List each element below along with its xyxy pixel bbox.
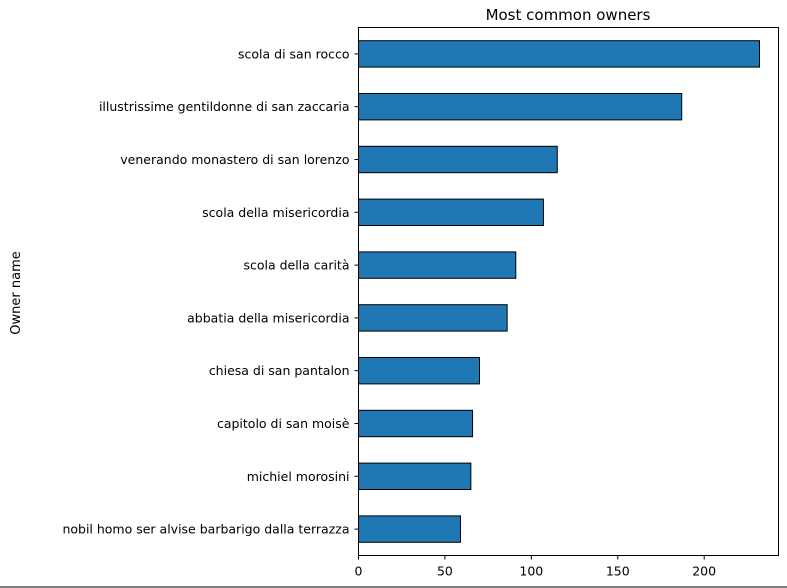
y-tick-label: venerando monastero di san lorenzo <box>120 152 349 167</box>
plot-frame <box>358 27 779 556</box>
x-tick-label: 100 <box>519 564 543 579</box>
y-tick-label: chiesa di san pantalon <box>209 363 350 378</box>
y-tick-label: illustrissime gentildonne di san zaccari… <box>99 99 350 114</box>
chart-title: Most common owners <box>486 6 651 24</box>
y-tick-label: capitolo di san moisè <box>217 416 350 431</box>
y-axis-label: Owner name <box>9 251 24 334</box>
bar <box>358 409 474 438</box>
bar <box>358 357 480 385</box>
x-tick-label: 200 <box>692 564 716 579</box>
bar <box>358 515 461 543</box>
bar <box>358 304 508 332</box>
x-tick-label: 0 <box>355 564 363 579</box>
y-tick-group: scola di san rocco illustrissime gentildo… <box>62 46 359 537</box>
x-tick-label: 150 <box>606 564 630 579</box>
y-tick-label: scola della misericordia <box>202 205 349 220</box>
y-tick-label: scola della carità <box>243 258 349 273</box>
bar <box>358 40 760 68</box>
bar <box>358 198 544 227</box>
bar <box>358 251 517 279</box>
bar <box>358 462 472 491</box>
x-tick-label: 50 <box>437 564 453 579</box>
bar <box>358 145 558 174</box>
y-tick-label: nobil homo ser alvise barbarigo dalla te… <box>62 522 349 537</box>
y-tick-label: michiel morosini <box>247 469 350 484</box>
y-tick-label: abbatia della misericordia <box>187 310 349 325</box>
x-tick-group: 0 50 100 150 200 <box>355 555 716 579</box>
y-tick-label: scola di san rocco <box>238 46 350 61</box>
bars-group <box>358 40 760 543</box>
bar <box>358 93 683 121</box>
